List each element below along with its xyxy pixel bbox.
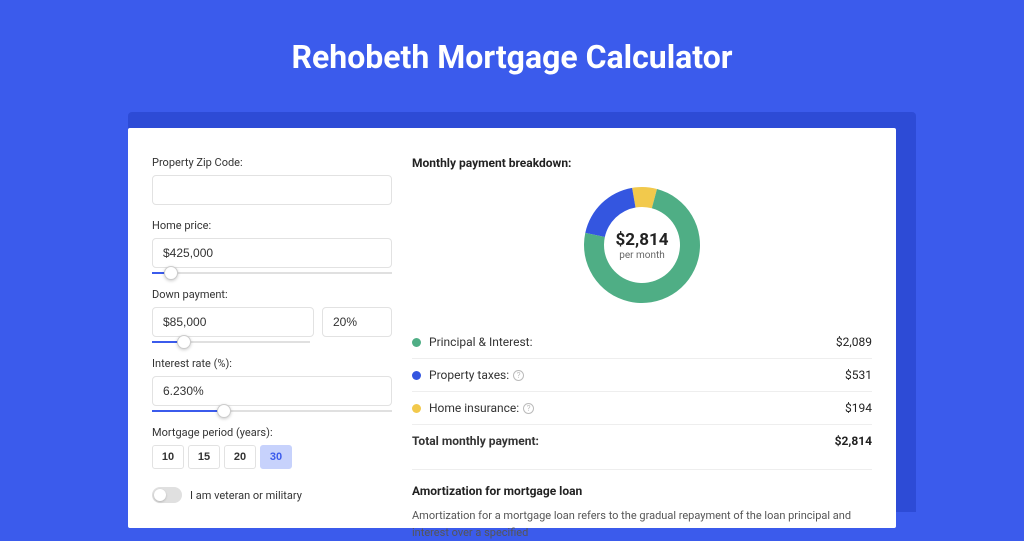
period-options: 10152030	[152, 445, 392, 469]
period-btn-30[interactable]: 30	[260, 445, 292, 469]
interest-label: Interest rate (%):	[152, 357, 392, 370]
legend-label: Principal & Interest:	[429, 335, 836, 349]
legend-list: Principal & Interest:$2,089Property taxe…	[412, 326, 872, 457]
interest-slider-thumb[interactable]	[217, 404, 231, 418]
home-price-label: Home price:	[152, 219, 392, 232]
donut-wrap: $2,814 per month	[412, 184, 872, 306]
home-price-field-group: Home price:	[152, 219, 392, 274]
breakdown-column: Monthly payment breakdown: $2,814 per mo…	[412, 156, 872, 528]
period-btn-15[interactable]: 15	[188, 445, 220, 469]
veteran-toggle[interactable]	[152, 487, 182, 503]
donut-center-sub: per month	[619, 250, 665, 261]
veteran-toggle-knob	[154, 489, 166, 501]
down-payment-slider-thumb[interactable]	[177, 335, 191, 349]
legend-row: Principal & Interest:$2,089	[412, 326, 872, 359]
veteran-label: I am veteran or military	[190, 489, 302, 502]
interest-input[interactable]	[152, 376, 392, 406]
period-label: Mortgage period (years):	[152, 426, 392, 439]
donut-center: $2,814 per month	[581, 184, 703, 306]
legend-label: Home insurance:?	[429, 401, 845, 415]
interest-slider-fill	[152, 410, 224, 412]
down-payment-pct-input[interactable]	[322, 307, 392, 337]
legend-row: Property taxes:?$531	[412, 359, 872, 392]
legend-value: $194	[845, 401, 872, 415]
period-btn-20[interactable]: 20	[224, 445, 256, 469]
legend-label: Property taxes:?	[429, 368, 845, 382]
amortization-title: Amortization for mortgage loan	[412, 484, 872, 498]
divider	[412, 469, 872, 470]
info-icon[interactable]: ?	[523, 403, 534, 414]
down-payment-slider[interactable]	[152, 341, 310, 343]
donut-chart: $2,814 per month	[581, 184, 703, 306]
veteran-row: I am veteran or military	[152, 487, 392, 503]
legend-row: Home insurance:?$194	[412, 392, 872, 425]
period-btn-10[interactable]: 10	[152, 445, 184, 469]
donut-center-value: $2,814	[616, 230, 669, 250]
breakdown-title: Monthly payment breakdown:	[412, 156, 872, 170]
home-price-slider-thumb[interactable]	[164, 266, 178, 280]
interest-slider[interactable]	[152, 410, 392, 412]
legend-total-label: Total monthly payment:	[412, 434, 835, 448]
legend-dot	[412, 338, 421, 347]
down-payment-input[interactable]	[152, 307, 314, 337]
page-title: Rehobeth Mortgage Calculator	[0, 0, 1024, 100]
zip-field-group: Property Zip Code:	[152, 156, 392, 205]
interest-field-group: Interest rate (%):	[152, 357, 392, 412]
legend-dot	[412, 404, 421, 413]
legend-value: $531	[845, 368, 872, 382]
legend-dot	[412, 371, 421, 380]
form-column: Property Zip Code: Home price: Down paym…	[152, 156, 392, 528]
legend-value: $2,089	[836, 335, 872, 349]
period-field-group: Mortgage period (years): 10152030	[152, 426, 392, 469]
legend-total-value: $2,814	[835, 434, 872, 448]
zip-input[interactable]	[152, 175, 392, 205]
home-price-slider[interactable]	[152, 272, 392, 274]
legend-total-row: Total monthly payment:$2,814	[412, 425, 872, 457]
down-payment-field-group: Down payment:	[152, 288, 392, 343]
home-price-input[interactable]	[152, 238, 392, 268]
amortization-text: Amortization for a mortgage loan refers …	[412, 508, 872, 541]
calculator-card: Property Zip Code: Home price: Down paym…	[128, 128, 896, 528]
zip-label: Property Zip Code:	[152, 156, 392, 169]
info-icon[interactable]: ?	[513, 370, 524, 381]
down-payment-label: Down payment:	[152, 288, 392, 301]
